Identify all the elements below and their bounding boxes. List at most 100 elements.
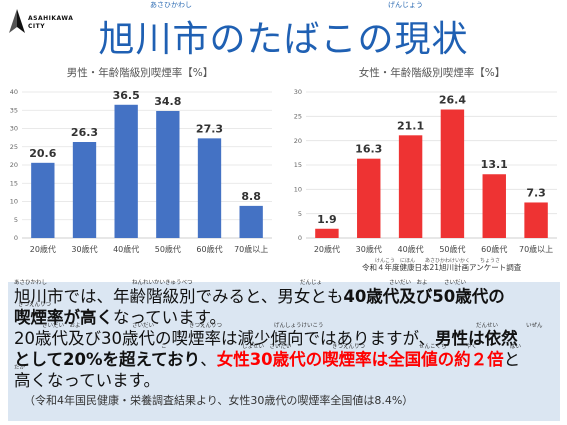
city-logo: ASAHIKAWA CITY [8, 8, 78, 52]
female-bar-value-label: 21.1 [397, 119, 424, 132]
ruby-10: だんせい [476, 323, 499, 329]
male-bar-value-label: 36.5 [113, 89, 140, 102]
male-y-tick-label: 15 [10, 179, 18, 187]
female-y-tick-label: 30 [294, 88, 302, 96]
summary-line-3: さいだい およ さいだい きつえんりつ げんしょうけいこう だんせい いぜん 2… [14, 323, 554, 349]
male-bar-value-label: 34.8 [154, 95, 181, 108]
summary-text-4b: 、 [200, 350, 217, 369]
female-category-label: 60歳代 [481, 244, 507, 254]
female-y-tick-label: 20 [294, 137, 302, 145]
summary-text-2a: 喫煙率が高く [14, 308, 113, 327]
survey-note: 令和４年度健康日本21旭川計画アンケート調査 [362, 263, 522, 272]
female-chart-title: 女性・年齢階級別喫煙率【%】 [359, 66, 505, 79]
male-y-tick-label: 35 [10, 106, 18, 114]
chart-female: 女性・年齢階級別喫煙率【%】 0 5 10 15 20 25 30 1.9 20歳代 16.3 30歳… [294, 66, 557, 254]
female-y-tick-label: 0 [298, 234, 302, 242]
female-bar [440, 109, 465, 238]
ruby-5: きつえんりつ [18, 302, 52, 308]
male-bar [31, 162, 55, 238]
ruby-13: じょせい さいだい [242, 344, 292, 350]
asahikawa-logo-mark-icon [9, 9, 25, 33]
female-category-label: 50歳代 [439, 244, 465, 254]
male-y-tick-label: 0 [14, 234, 18, 242]
female-y-tick-label: 15 [294, 161, 302, 169]
summary-box: あさひかわし ねんれいかいきゅうべつ だんじょ さいだい およ さいだい 旭川市… [8, 280, 560, 421]
ruby-1: あさひかわし [14, 280, 48, 286]
male-y-tick-label: 5 [14, 216, 18, 224]
female-bar [398, 135, 423, 238]
chart-male: 男性・年齢階級別喫煙率【%】 0 5 10 15 20 25 30 35 40 20.6 20歳代 26… [10, 66, 272, 254]
ruby-12: こ [161, 344, 167, 350]
ruby-18: たか [14, 365, 26, 371]
female-bar-value-label: 13.1 [481, 158, 508, 171]
male-bar-value-label: 27.3 [196, 122, 223, 135]
summary-text-4c: 女性30歳代の喫煙率は全国値の約２倍 [216, 350, 504, 369]
ruby-11: いぜん [526, 323, 543, 329]
female-category-label: 30歳代 [356, 244, 382, 254]
male-y-tick-label: 25 [10, 143, 18, 151]
female-category-label: 40歳代 [397, 244, 423, 254]
female-y-tick-label: 5 [298, 210, 302, 218]
survey-note-ruby: けんこう にほん あさひかわけいかく ちょうさ [375, 258, 501, 264]
male-category-label: 20歳代 [30, 244, 56, 254]
female-bar-value-label: 1.9 [317, 213, 337, 226]
male-bar [114, 104, 138, 239]
male-category-label: 30歳代 [71, 244, 97, 254]
female-category-label: 20歳代 [314, 244, 340, 254]
female-category-label: 70歳以上 [519, 244, 553, 254]
male-category-label: 50歳代 [155, 244, 181, 254]
female-bar-value-label: 7.3 [526, 186, 546, 199]
male-chart-title: 男性・年齢階級別喫煙率【%】 [67, 66, 213, 79]
male-y-tick-label: 10 [10, 198, 18, 206]
ruby-7: さいだい [132, 323, 155, 329]
summary-text-2b: なっています。 [113, 308, 227, 327]
ruby-14: きつえんりつ [332, 344, 366, 350]
logo-line1: ASAHIKAWA [28, 15, 74, 22]
male-bar-value-label: 20.6 [29, 147, 56, 160]
title-ruby-genjou: げんじょう [388, 1, 423, 9]
male-y-tick-label: 40 [10, 88, 18, 96]
ruby-8: きつえんりつ [189, 323, 223, 329]
female-y-tick-label: 25 [294, 113, 302, 121]
female-y-tick-label: 10 [294, 186, 302, 194]
male-category-label: 60歳代 [196, 244, 222, 254]
male-bar [239, 205, 263, 238]
logo-line2: CITY [28, 23, 46, 30]
summary-text-3a: 20歳代及び30歳代の喫煙率は減少傾向ではありますが、 [14, 329, 436, 348]
male-category-label: 70歳以上 [234, 244, 268, 254]
male-bar-value-label: 8.8 [241, 190, 261, 203]
male-bar [156, 110, 180, 238]
summary-text-4d: と [503, 350, 521, 369]
summary-line-5: たか 高くなっています。 [14, 365, 554, 391]
ruby-17: ばい [510, 344, 522, 350]
male-category-label: 40歳代 [113, 244, 139, 254]
summary-text-1a: 旭川市では、年齢階級別でみると、男女とも [14, 287, 344, 306]
summary-line-4: こ じょせい さいだい きつえんりつ ぜんこくち やく ばい として20%を超え… [14, 344, 554, 370]
female-bar-value-label: 26.4 [439, 94, 466, 107]
ruby-2: ねんれいかいきゅうべつ [132, 280, 193, 286]
female-bar [357, 158, 381, 238]
summary-text-3b: 男性は依然 [435, 329, 518, 348]
summary-text-4a: として20%を超えており [14, 350, 201, 369]
male-y-tick-label: 30 [10, 125, 18, 133]
ruby-16: やく [466, 344, 478, 350]
male-bar [197, 138, 222, 238]
ruby-6: さいだい およ [42, 323, 81, 329]
female-bar [315, 228, 339, 238]
male-bar-value-label: 26.3 [71, 126, 98, 139]
title-ruby-asahikawashi: あさひかわし [150, 1, 192, 9]
ruby-4: さいだい およ さいだい [389, 280, 467, 286]
page-title: 旭川市のたばこの現状 [98, 19, 469, 60]
female-bar-value-label: 16.3 [355, 143, 382, 156]
ruby-15: ぜんこくち [419, 344, 447, 350]
ruby-9: げんしょうけいこう [274, 323, 324, 329]
female-bar [524, 202, 548, 238]
male-y-tick-label: 20 [10, 161, 18, 169]
summary-line-2: きつえんりつ 喫煙率が高くなっています。 [14, 302, 554, 328]
charts-area: 男性・年齢階級別喫煙率【%】 0 5 10 15 20 25 30 35 40 20.6 20歳代 26… [10, 66, 557, 254]
female-bar [482, 174, 506, 238]
ruby-3: だんじょ [300, 280, 323, 286]
source-note: （令和4年国民健康・栄養調査結果より、女性30歳代の喫煙率全国値は8.4%） [24, 394, 414, 407]
male-bar [72, 142, 97, 238]
summary-text-1b: 40歳代及び50歳代の [343, 287, 505, 306]
